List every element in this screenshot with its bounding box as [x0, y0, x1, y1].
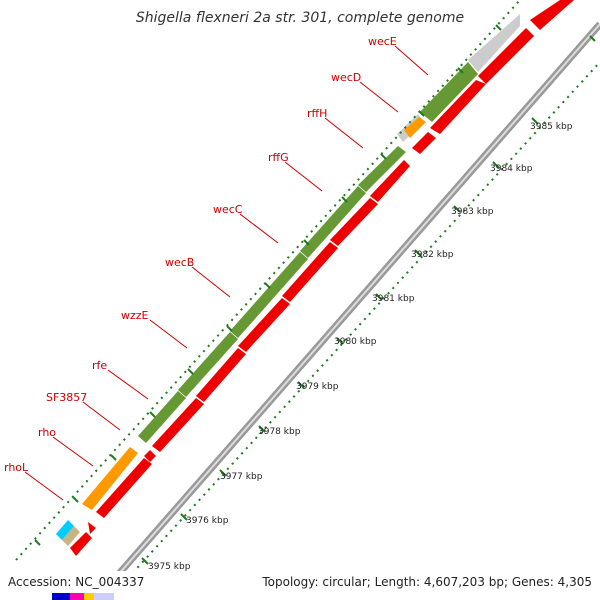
kbp-label-3978: 3978 kbp — [258, 427, 301, 437]
gene-label-wecD[interactable]: wecD — [331, 71, 361, 84]
cog-block-wecE — [468, 14, 520, 72]
kbp-ticks — [141, 117, 539, 565]
gene-label-rho[interactable]: rho — [38, 426, 56, 439]
topology-summary: Topology: circular; Length: 4,607,203 bp… — [261, 575, 592, 589]
cog-block-wzzE — [178, 332, 238, 397]
cog-block-wecB — [230, 252, 308, 338]
gc-dots-outer — [15, 0, 521, 561]
footer-background — [0, 571, 600, 593]
gc-dots-inner — [127, 61, 600, 579]
cds-arrow-8 — [238, 298, 290, 352]
kbp-labels: 3975 kbp 3976 kbp 3977 kbp 3978 kbp 3979… — [148, 122, 573, 572]
cog-block-wecC — [300, 186, 366, 258]
cog-block-rffH-b — [404, 117, 426, 138]
cds-arrow-5 — [370, 160, 410, 202]
kbp-label-3983: 3983 kbp — [451, 207, 494, 217]
kbp-label-3985: 3985 kbp — [530, 122, 573, 132]
gene-label-SF3857[interactable]: SF3857 — [46, 391, 87, 404]
kbp-label-3976: 3976 kbp — [186, 516, 229, 526]
cds-arrow-10 — [152, 398, 204, 452]
cog-block-rhoL-tan — [62, 526, 80, 546]
cds-arrow-4 — [412, 132, 436, 154]
gene-label-wzzE[interactable]: wzzE — [121, 309, 149, 322]
gene-label-rffG[interactable]: rffG — [268, 151, 289, 164]
gene-label-wecE[interactable]: wecE — [368, 35, 397, 48]
cog-block-rho — [82, 447, 138, 510]
cds-arrow-9 — [196, 348, 246, 402]
gene-leader-lines — [24, 45, 429, 501]
cds-arrow-11 — [144, 450, 156, 462]
cds-track — [70, 0, 574, 556]
outer-ticks — [34, 24, 596, 546]
kbp-label-3982: 3982 kbp — [411, 250, 454, 260]
cds-arrow-2 — [478, 28, 534, 84]
kbp-label-3980: 3980 kbp — [334, 337, 377, 347]
cds-arrow-1 — [530, 0, 574, 30]
backbone — [93, 21, 600, 600]
cog-block-wecD — [420, 62, 478, 122]
gene-label-rhoL[interactable]: rhoL — [4, 461, 29, 474]
kbp-label-3977: 3977 kbp — [220, 472, 263, 482]
accession-label: Accession: NC_004337 — [8, 575, 144, 589]
gene-label-wecB[interactable]: wecB — [165, 256, 194, 269]
cds-arrow-12 — [96, 458, 152, 518]
kbp-label-3984: 3984 kbp — [490, 164, 533, 174]
cog-block-rfe — [138, 391, 186, 443]
kbp-label-3975: 3975 kbp — [148, 562, 191, 572]
kbp-label-3981: 3981 kbp — [372, 294, 415, 304]
map-title: Shigella flexneri 2a str. 301, complete … — [136, 10, 464, 26]
gene-label-wecC[interactable]: wecC — [213, 203, 243, 216]
gene-labels: rhoL rho SF3857 rfe wzzE wecB wecC rffG … — [4, 35, 397, 474]
cds-arrow-7 — [282, 242, 338, 302]
cds-arrow-13 — [88, 522, 96, 534]
kbp-label-3979: 3979 kbp — [296, 382, 339, 392]
cds-arrow-3 — [430, 80, 486, 134]
cds-arrow-6 — [330, 198, 378, 246]
gene-label-rffH[interactable]: rffH — [307, 107, 327, 120]
cog-block-rhoL-cyan — [56, 520, 74, 540]
cog-block-rffG — [358, 146, 406, 192]
cds-arrow-14 — [70, 532, 92, 556]
bottom-color-strip — [52, 592, 114, 600]
gene-label-rfe[interactable]: rfe — [92, 359, 107, 372]
cog-track — [56, 14, 520, 546]
